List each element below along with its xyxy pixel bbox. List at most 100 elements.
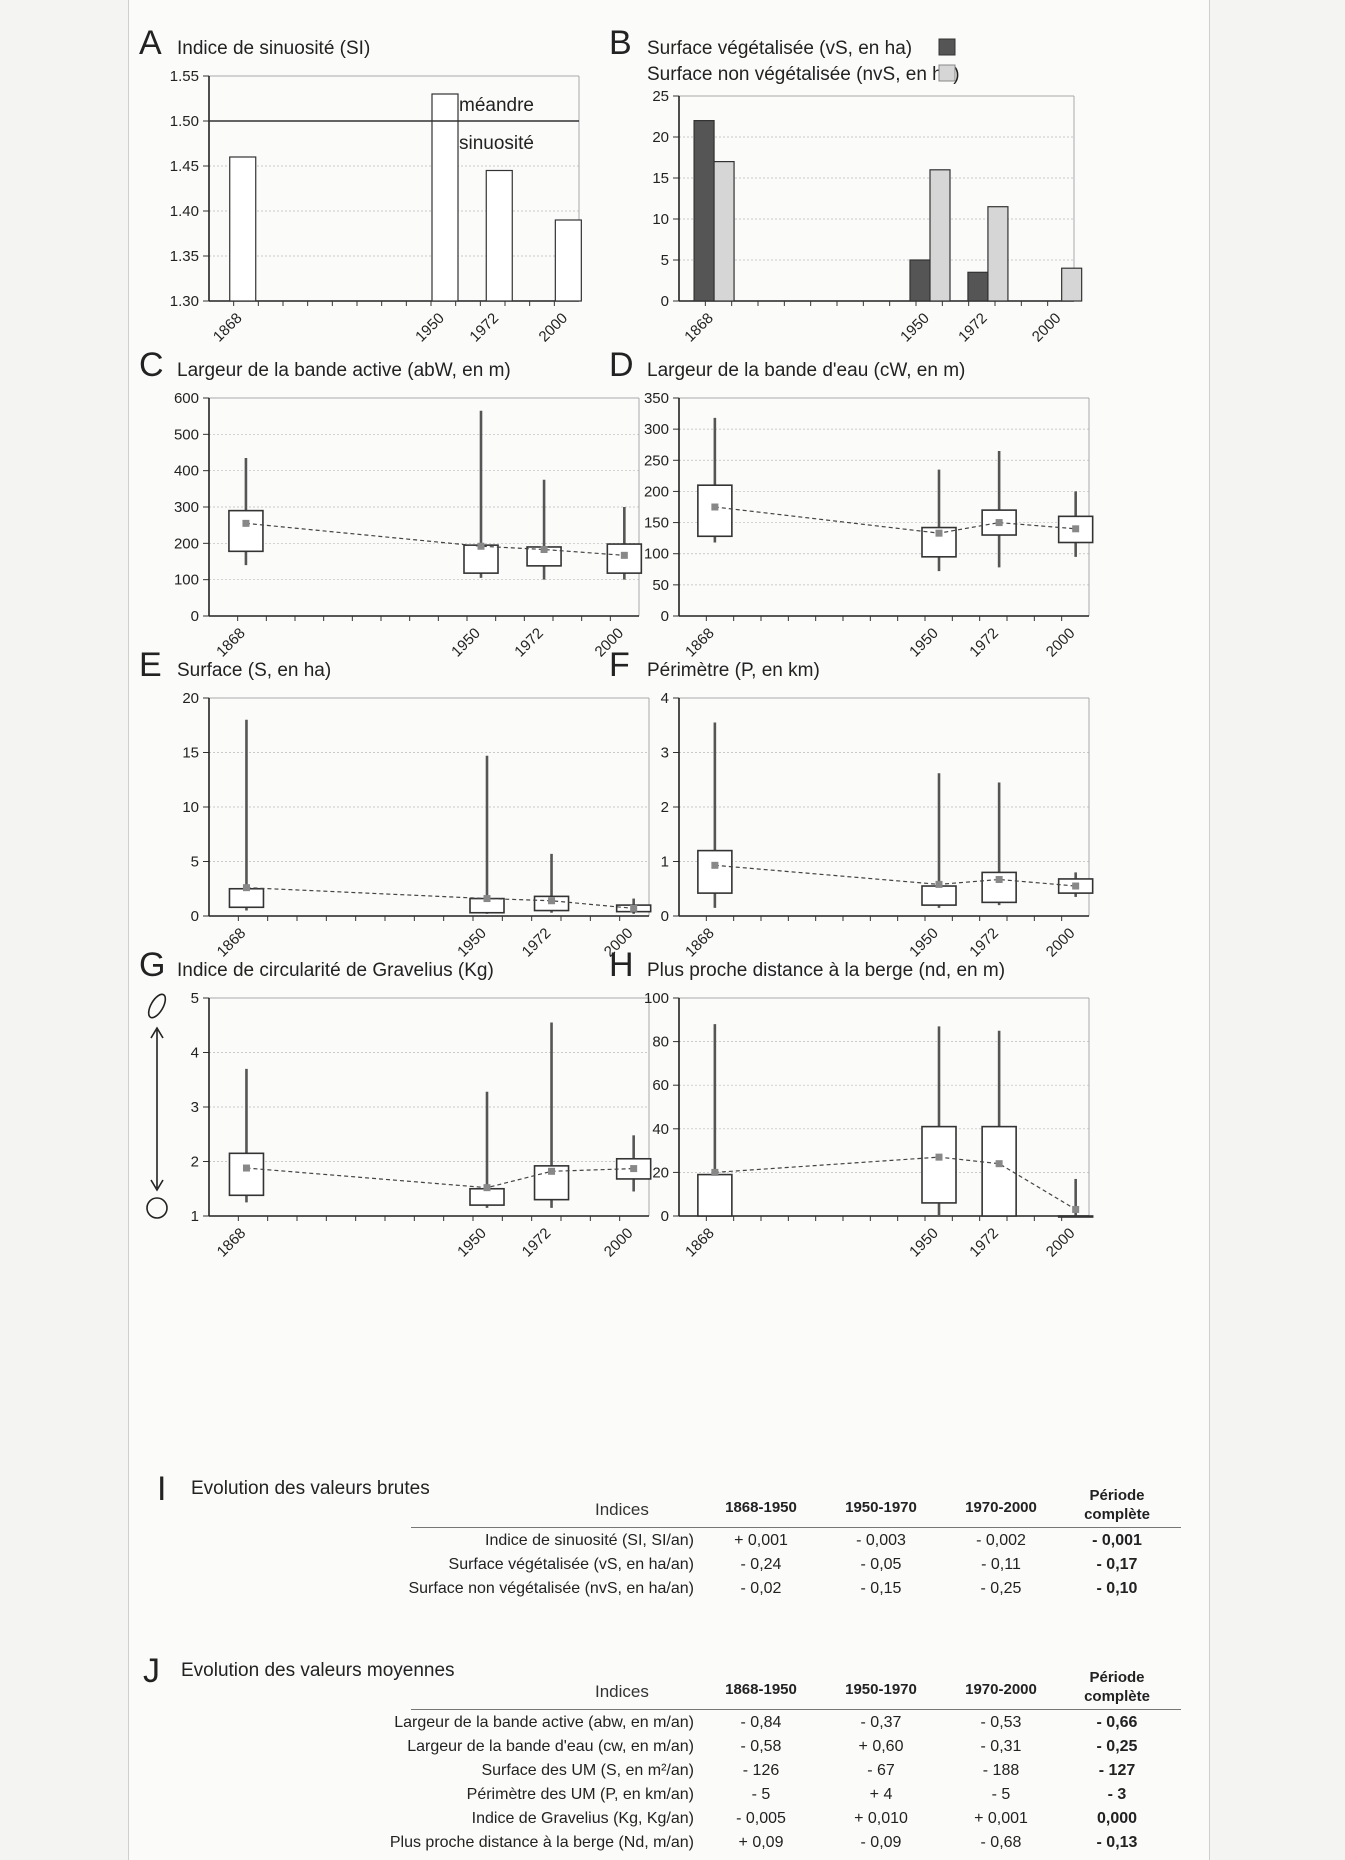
table-j-letter: J: [143, 1652, 160, 1690]
row-value: - 0,09: [860, 1834, 902, 1851]
chart-c-svg: C Largeur de la bande active (abW, en m) 6…: [139, 346, 643, 660]
chart-e-ytick-label: 5: [191, 854, 199, 871]
chart-h-ytick-label: 20: [652, 1164, 669, 1181]
table-row: Surface végétalisée (vS, en ha/an) - 0,24…: [129, 1556, 1209, 1578]
table-i-title: Evolution des valeurs brutes: [191, 1478, 430, 1499]
chart-c-mean-line: [245, 522, 625, 556]
chart-g-xtick-label: 1972: [519, 1225, 555, 1261]
table-row: Périmètre des UM (P, en km/an) - 5 + 4 - 5 -…: [129, 1786, 1209, 1808]
chart-a-annotation-below: sinuosité: [459, 133, 534, 154]
chart-h-xtick-label: 1950: [906, 1225, 942, 1261]
chart-f-ytick-label: 4: [661, 690, 669, 707]
row-value: - 0,31: [980, 1738, 1022, 1755]
chart-g-letter: G: [139, 946, 165, 984]
row-label: Surface non végétalisée (nvS, en ha/an): [408, 1580, 694, 1597]
chart-d-mean-marker: [935, 529, 943, 537]
chart-f-letter: F: [609, 646, 630, 684]
chart-d-ytick-label: 200: [644, 483, 669, 500]
row-value: - 0,003: [856, 1532, 906, 1549]
chart-h-letter: H: [609, 946, 634, 984]
chart-c-ytick-label: 300: [174, 499, 199, 516]
chart-f-mean-marker: [1072, 882, 1080, 890]
row-value-complete: 0,000: [1096, 1810, 1138, 1827]
chart-b-letter: B: [609, 24, 632, 62]
table-row: Surface des UM (S, en m²/an) - 126 - 67 - 1…: [129, 1762, 1209, 1784]
table-row: Indice de sinuosité (SI, SI/an) + 0,001 - …: [129, 1532, 1209, 1554]
table-i-col-1: 1868-1950: [725, 1499, 797, 1516]
chart-a-bar: [485, 169, 513, 302]
chart-e-mean-marker: [548, 897, 556, 905]
table-j-title: Evolution des valeurs moyennes: [181, 1660, 455, 1681]
chart-h-ytick-label: 0: [661, 1208, 669, 1225]
chart-b-bar: [693, 119, 715, 302]
chart-d-ytick-label: 300: [644, 421, 669, 438]
chart-f-mean-line: [714, 864, 1076, 887]
row-value: - 5: [751, 1786, 771, 1803]
chart-d-box: [697, 484, 733, 538]
chart-a-ytick-label: 1.40: [170, 203, 199, 220]
chart-h-mean-marker: [1072, 1205, 1080, 1213]
chart-d-ytick-label: 350: [644, 390, 669, 407]
chart-d-mean-marker: [711, 503, 719, 511]
chart-a-letter: A: [139, 24, 162, 62]
chart-c-box: [228, 509, 264, 553]
chart-f-mean-marker: [935, 880, 943, 888]
chart-e-ytick-label: 0: [191, 908, 199, 925]
table-i-letter: I: [157, 1470, 167, 1508]
row-value-complete: - 0,001: [1092, 1532, 1142, 1549]
chart-e-ytick-label: 15: [182, 745, 199, 762]
chart-c-ytick-label: 100: [174, 572, 199, 589]
row-value: - 0,15: [860, 1580, 902, 1597]
chart-c-letter: C: [139, 346, 164, 384]
chart-e-mean-marker: [242, 884, 250, 892]
chart-b-ytick-label: 25: [652, 88, 669, 105]
chart-g-ytick-label: 2: [191, 1154, 199, 1171]
table-j-col-4-line1: Période: [1089, 1669, 1145, 1686]
chart-g-mean-line: [246, 1167, 634, 1189]
row-value: - 0,02: [740, 1580, 782, 1597]
arrow-down-icon: [150, 1179, 164, 1192]
chart-d-ytick-label: 50: [652, 577, 669, 594]
row-value: - 0,002: [976, 1532, 1026, 1549]
chart-d-svg: D Largeur de la bande d'eau (cW, en m) 350…: [609, 346, 1094, 660]
row-value: + 0,010: [854, 1810, 908, 1827]
chart-e-mean-marker: [483, 895, 491, 903]
chart-b-title: Surface végétalisée (vS, en ha): [647, 38, 912, 59]
chart-f-box: [921, 885, 957, 906]
chart-g-mean-marker: [483, 1184, 491, 1192]
chart-c-ytick-label: 200: [174, 535, 199, 552]
chart-e-letter: E: [139, 646, 162, 684]
chart-a-bar: [229, 156, 257, 302]
chart-b-legend-swatch-1: [938, 38, 956, 56]
chart-h-mean-marker: [995, 1160, 1003, 1168]
chart-h-xtick-label: 1972: [966, 1225, 1002, 1261]
chart-h-box: [981, 1125, 1017, 1217]
chart-g-mean-marker: [630, 1165, 638, 1173]
chart-c-ytick-label: 500: [174, 426, 199, 443]
row-label: Surface végétalisée (vS, en ha/an): [448, 1556, 694, 1573]
chart-g-svg: G Indice de circularité de Gravelius (Kg)…: [139, 946, 652, 1261]
chart-c-mean-marker: [620, 551, 628, 559]
chart-g-title: Indice de circularité de Gravelius (Kg): [177, 960, 494, 981]
row-value-complete: - 0,66: [1096, 1714, 1138, 1731]
row-value: - 5: [991, 1786, 1011, 1803]
row-label: Indice de sinuosité (SI, SI/an): [485, 1532, 694, 1549]
row-value: + 0,001: [974, 1810, 1028, 1827]
row-label: Périmètre des UM (P, en km/an): [466, 1786, 694, 1803]
chart-h-title: Plus proche distance à la berge (nd, en …: [647, 960, 1005, 981]
chart-g-xtick-label: 1868: [214, 1225, 250, 1261]
chart-h-xtick-label: 1868: [682, 1225, 718, 1261]
chart-d: D Largeur de la bande d'eau (cW, en m) 350…: [599, 340, 1109, 701]
table-row: Indice de Gravelius (Kg, Kg/an) - 0,005 + …: [129, 1810, 1209, 1832]
chart-a-ytick-label: 1.45: [170, 158, 199, 175]
chart-a-ytick-label: 1.35: [170, 248, 199, 265]
row-label: Surface des UM (S, en m²/an): [481, 1762, 694, 1779]
table-j-col-4-line2: complète: [1084, 1688, 1150, 1705]
chart-c-mean-marker: [477, 542, 485, 550]
chart-g-ytick-label: 3: [191, 1099, 199, 1116]
table-j-col-3: 1970-2000: [965, 1681, 1037, 1698]
chart-h-box: [1057, 1215, 1094, 1218]
table-i-rule: [411, 1527, 1181, 1528]
chart-d-ytick-label: 100: [644, 546, 669, 563]
